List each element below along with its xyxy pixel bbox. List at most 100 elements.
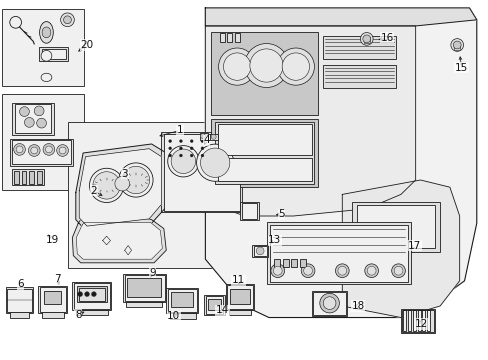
Circle shape [270,264,284,278]
Bar [227,285,252,309]
Circle shape [179,147,182,150]
Text: 19: 19 [46,235,60,246]
Bar [76,310,107,315]
Bar [21,171,26,184]
Circle shape [211,134,216,139]
Bar [211,32,317,115]
Text: 16: 16 [380,33,393,43]
Circle shape [362,35,370,43]
Bar [41,312,63,318]
Circle shape [223,53,250,80]
Circle shape [249,49,283,82]
Bar [204,295,224,315]
Bar [400,309,434,333]
Text: 4: 4 [203,135,209,145]
Circle shape [168,154,171,157]
Text: 8: 8 [75,310,81,320]
Bar [217,158,311,181]
Circle shape [37,118,46,128]
Text: 18: 18 [350,301,364,311]
Bar [253,246,266,256]
Circle shape [34,106,44,116]
Bar [363,37,369,43]
Text: 1: 1 [176,125,183,135]
Circle shape [200,148,229,177]
Text: 15: 15 [454,63,468,73]
Bar [7,289,32,312]
Circle shape [277,48,314,85]
Bar [123,274,166,302]
Bar [12,140,71,164]
Polygon shape [205,8,476,26]
Ellipse shape [41,73,52,81]
Circle shape [196,144,233,181]
Bar [241,203,257,219]
Circle shape [450,39,463,51]
Circle shape [14,144,25,155]
Bar [38,286,67,313]
Bar [6,287,33,313]
Ellipse shape [41,50,52,61]
Circle shape [28,145,40,156]
Text: 14: 14 [215,305,229,315]
Bar [229,289,250,304]
Bar [220,33,224,42]
Bar [228,310,251,315]
Circle shape [179,154,182,157]
Bar [266,222,410,284]
Polygon shape [72,220,166,263]
Text: 3: 3 [121,168,128,179]
Bar [124,275,164,301]
Text: 11: 11 [231,275,245,285]
Text: 9: 9 [149,268,156,278]
Circle shape [201,140,203,143]
Bar [313,292,345,315]
Bar [407,310,410,331]
Circle shape [16,146,23,153]
Bar [77,286,106,302]
Bar [351,202,439,252]
Circle shape [200,134,205,139]
Circle shape [256,247,264,255]
Circle shape [59,147,66,154]
Text: 10: 10 [167,311,180,321]
Circle shape [63,16,71,24]
Bar [210,134,217,140]
Bar [453,44,459,50]
Bar [322,65,395,88]
Circle shape [360,32,372,45]
Bar [269,225,407,282]
Bar [12,169,44,185]
Bar [74,283,110,309]
Circle shape [323,297,335,310]
Polygon shape [76,222,162,259]
Bar [227,33,232,42]
Bar [401,310,433,332]
Bar [2,94,84,190]
Bar [126,302,162,307]
Bar [10,312,29,318]
Circle shape [171,149,195,174]
Circle shape [61,13,74,27]
Text: 7: 7 [54,274,61,284]
Circle shape [218,48,255,85]
Bar [291,259,297,267]
Polygon shape [205,8,476,318]
Circle shape [190,154,193,157]
Bar [171,292,193,307]
Bar [167,289,196,312]
Circle shape [282,53,309,80]
Circle shape [43,144,55,155]
Bar [72,282,111,310]
Bar [199,133,207,140]
Bar [12,103,54,135]
Circle shape [167,146,199,177]
Bar [170,313,195,319]
Circle shape [319,293,339,313]
Circle shape [24,117,34,127]
Bar [40,287,66,312]
Bar [79,288,104,301]
Circle shape [201,154,203,157]
Circle shape [364,264,378,278]
Bar [29,171,34,184]
